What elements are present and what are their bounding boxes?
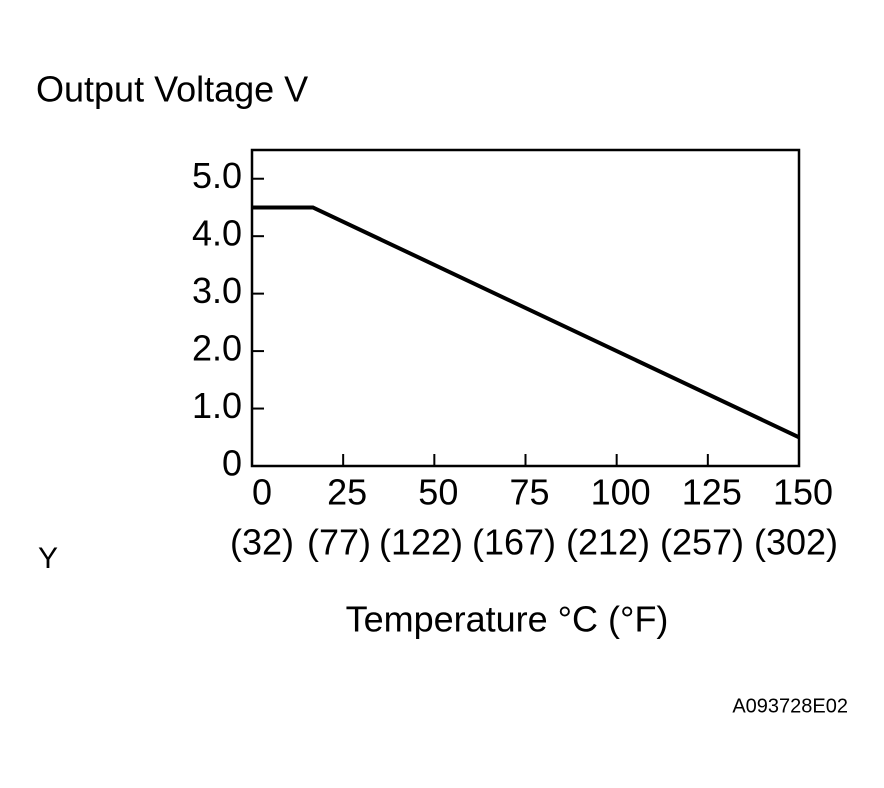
- y-tick-label: 0: [222, 443, 242, 484]
- y-tick-label: 1.0: [192, 385, 242, 426]
- y-tick-label: 3.0: [192, 270, 242, 311]
- y-axis-label: Output Voltage V: [36, 69, 308, 110]
- x-tick-label: 50: [418, 472, 458, 513]
- x-tick-label: 25: [327, 472, 367, 513]
- x-tick-label: 150: [773, 472, 833, 513]
- side-label: Y: [38, 542, 58, 575]
- y-tick-label: 5.0: [192, 155, 242, 196]
- x-tick-label: 75: [509, 472, 549, 513]
- x-tick-label: 100: [591, 472, 651, 513]
- x-tick-label: 0: [252, 472, 272, 513]
- x-tick-label-f: (302): [754, 522, 838, 563]
- x-tick-label: 125: [682, 472, 742, 513]
- figure-id: A093728E02: [732, 695, 848, 717]
- x-tick-label-f: (32): [230, 522, 294, 563]
- x-tick-label-f: (167): [472, 522, 556, 563]
- y-tick-label: 4.0: [192, 213, 242, 254]
- x-axis-label: Temperature °C (°F): [346, 599, 669, 640]
- x-tick-label-f: (212): [566, 522, 650, 563]
- y-tick-label: 2.0: [192, 328, 242, 369]
- x-tick-label-f: (77): [307, 522, 371, 563]
- x-tick-label-f: (257): [660, 522, 744, 563]
- x-tick-label-f: (122): [379, 522, 463, 563]
- data-line: [252, 205, 800, 440]
